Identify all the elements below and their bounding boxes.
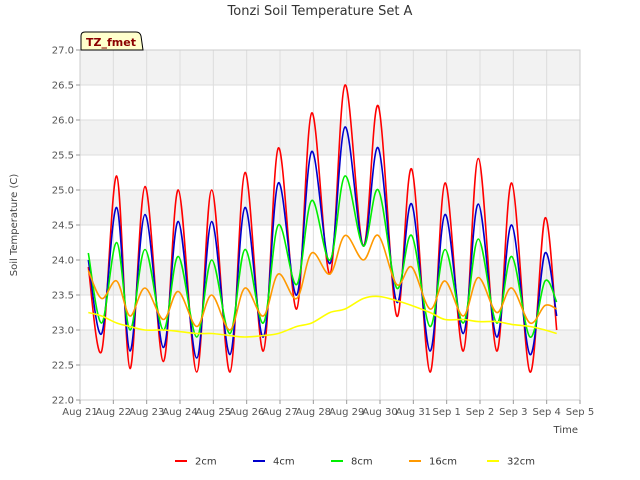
plot-band (80, 330, 580, 365)
y-axis-title: Soil Temperature (C) (9, 174, 20, 277)
series-line-32cm (88, 295, 557, 338)
x-tick-label: Aug 21 (62, 407, 97, 418)
y-tick-label: 26.0 (52, 116, 74, 127)
plot-band (80, 155, 580, 190)
tz-fmet-tag: TZ_fmet (80, 31, 144, 51)
tag-box (80, 31, 144, 51)
legend: 2cm 4cm 8cm 16cm 32cm (175, 457, 535, 468)
series-lines (87, 84, 558, 373)
legend-label-16cm: 16cm (429, 457, 457, 468)
x-tick-label: Aug 28 (296, 407, 331, 418)
y-tick-label: 23.5 (52, 291, 74, 302)
y-tick-label: 26.5 (52, 81, 74, 92)
chart-title: Tonzi Soil Temperature Set A (227, 4, 413, 19)
series-line-8cm (87, 175, 558, 338)
legend-label-2cm: 2cm (195, 457, 217, 468)
y-tick-label: 22.5 (52, 361, 74, 372)
x-tick-label: Sep 5 (566, 407, 594, 418)
x-tick-label: Aug 29 (329, 407, 364, 418)
series-line-16cm (87, 234, 558, 331)
x-tick-label: Aug 25 (196, 407, 231, 418)
plot-band (80, 50, 580, 85)
x-tick-label: Sep 4 (532, 407, 560, 418)
x-tick-label: Aug 26 (229, 407, 264, 418)
legend-label-8cm: 8cm (351, 457, 373, 468)
legend-label-4cm: 4cm (273, 457, 295, 468)
x-tick-label: Aug 31 (396, 407, 431, 418)
y-tick-label: 27.0 (52, 46, 74, 57)
y-tick-label: 23.0 (52, 326, 74, 337)
x-tick-label: Sep 2 (466, 407, 494, 418)
y-axis-ticks: 22.0 22.5 23.0 23.5 24.0 24.5 25.0 25.5 26.0 26.5… (52, 46, 80, 407)
plot-band (80, 120, 580, 155)
plot-band (80, 190, 580, 225)
y-tick-label: 24.0 (52, 256, 74, 267)
plot-band (80, 85, 580, 120)
tag-label: TZ_fmet (86, 36, 136, 49)
x-tick-label: Aug 30 (362, 407, 397, 418)
x-tick-label: Sep 3 (499, 407, 527, 418)
y-tick-label: 25.0 (52, 186, 74, 197)
x-tick-label: Aug 22 (96, 407, 131, 418)
series-line-4cm (87, 126, 558, 359)
x-tick-label: Aug 24 (162, 407, 197, 418)
plot-band (80, 365, 580, 400)
y-tick-label: 22.0 (52, 396, 74, 407)
x-axis-title: Time (553, 425, 578, 436)
y-tick-label: 24.5 (52, 221, 74, 232)
y-tick-label: 25.5 (52, 151, 74, 162)
x-tick-label: Aug 27 (262, 407, 297, 418)
legend-label-32cm: 32cm (507, 457, 535, 468)
plot-band (80, 225, 580, 260)
plot-bands (80, 50, 580, 400)
x-tick-label: Sep 1 (432, 407, 460, 418)
x-tick-label: Aug 23 (129, 407, 164, 418)
series-line-2cm (87, 84, 558, 373)
plot-band (80, 260, 580, 295)
